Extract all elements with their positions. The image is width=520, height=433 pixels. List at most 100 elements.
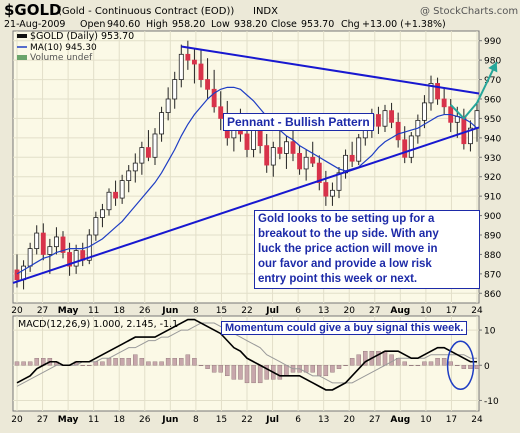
candle-body bbox=[421, 102, 427, 121]
price-tick-label: 990 bbox=[484, 37, 501, 47]
price-x-label: 22 bbox=[241, 306, 252, 316]
price-x-label: 17 bbox=[446, 306, 457, 316]
macd-x-label: 10 bbox=[420, 415, 432, 425]
candle-body bbox=[99, 209, 105, 218]
macd-x-label: 20 bbox=[11, 415, 23, 425]
price-tick-label: 890 bbox=[484, 232, 501, 242]
macd-x-label: 8 bbox=[193, 415, 199, 425]
macd-x-label: Jun bbox=[161, 415, 178, 425]
histogram-bar bbox=[198, 365, 204, 366]
candle-body bbox=[297, 152, 303, 170]
price-x-label: Aug bbox=[390, 306, 410, 316]
histogram-bar bbox=[218, 365, 223, 373]
price-tick-label: 920 bbox=[484, 173, 501, 183]
close-label: Close bbox=[271, 19, 297, 30]
histogram-bar bbox=[244, 365, 250, 384]
macd-x-label: 27 bbox=[37, 415, 48, 425]
legend-price-swatch bbox=[17, 34, 27, 38]
histogram-bar bbox=[231, 365, 237, 380]
symbol-title: $GOLD bbox=[4, 1, 62, 19]
exchange-label: INDX bbox=[253, 6, 278, 17]
candle-body bbox=[145, 147, 151, 158]
histogram-bar bbox=[87, 365, 92, 366]
open-label: Open bbox=[80, 19, 105, 30]
legend-volume-swatch bbox=[17, 55, 27, 60]
candle-body bbox=[198, 63, 204, 80]
price-x-label: 18 bbox=[113, 306, 125, 316]
histogram-bar bbox=[343, 365, 348, 366]
histogram-bar bbox=[422, 361, 427, 366]
price-legend: $GOLD (Daily) 953.70 MA(10) 945.30 Volum… bbox=[17, 31, 134, 63]
low-label: Low bbox=[211, 19, 230, 30]
momentum-highlight-circle bbox=[446, 340, 475, 391]
histogram-bar bbox=[474, 365, 480, 369]
histogram-bar bbox=[126, 358, 131, 366]
price-tick-label: 930 bbox=[484, 154, 501, 164]
histogram-bar bbox=[428, 361, 434, 366]
close-value: 953.70 bbox=[301, 19, 334, 30]
histogram-bar bbox=[34, 358, 39, 366]
macd-tick-label: 10 bbox=[484, 327, 496, 337]
histogram-bar bbox=[133, 354, 138, 366]
candle-body bbox=[474, 110, 480, 129]
candle-body bbox=[119, 180, 125, 199]
price-x-label: 24 bbox=[471, 306, 483, 316]
candle-body bbox=[356, 137, 362, 162]
macd-x-label: 6 bbox=[295, 415, 301, 425]
legend-volume: Volume undef bbox=[30, 53, 93, 63]
candle-body bbox=[290, 141, 296, 154]
histogram-bar bbox=[113, 358, 118, 366]
price-date-axis: 20 27 May 11 18 26 Jun 8 15 22 Jul 6 13 20 27 Aug 10 17 24 bbox=[11, 306, 483, 316]
histogram-bar bbox=[389, 354, 394, 366]
price-x-label: 13 bbox=[318, 306, 329, 316]
candle-body bbox=[47, 246, 53, 255]
candle-body bbox=[172, 79, 178, 100]
candle-body bbox=[461, 116, 467, 145]
candle-body bbox=[178, 53, 184, 80]
price-x-label: 8 bbox=[193, 306, 199, 316]
price-x-label: 6 bbox=[295, 306, 301, 316]
projection-arrowhead bbox=[488, 62, 498, 73]
macd-tick-label: 0 bbox=[484, 362, 490, 372]
price-x-label: Jul bbox=[265, 306, 279, 316]
candle-body bbox=[336, 172, 342, 191]
macd-x-label: Jul bbox=[265, 415, 279, 425]
price-axis: 860 870 880 890 900 910 920 930 940 950 960 970 980 9… bbox=[479, 37, 501, 300]
histogram-bar bbox=[21, 361, 26, 366]
candle-body bbox=[53, 236, 59, 248]
ma10-line bbox=[16, 86, 478, 275]
histogram-bar bbox=[257, 365, 263, 384]
macd-x-label: 17 bbox=[446, 415, 457, 425]
histogram-bar bbox=[211, 365, 217, 373]
histogram-bar bbox=[336, 365, 342, 369]
histogram-bar bbox=[172, 358, 177, 366]
candle-body bbox=[139, 147, 145, 164]
histogram-bar bbox=[349, 358, 355, 366]
histogram-bar bbox=[159, 361, 164, 366]
macd-x-label: 27 bbox=[369, 415, 380, 425]
histogram-bar bbox=[100, 361, 105, 366]
projection-arrow bbox=[449, 61, 498, 120]
macd-x-label: 18 bbox=[113, 415, 125, 425]
histogram-bar bbox=[264, 365, 269, 380]
histogram-bar bbox=[382, 350, 388, 366]
candle-body bbox=[40, 232, 46, 255]
histogram-bar bbox=[323, 365, 329, 377]
macd-title: MACD(12,26,9) 1.000, 2.145, -1.1 bbox=[18, 319, 178, 330]
candle-body bbox=[191, 59, 197, 65]
legend-ma: MA(10) 945.30 bbox=[30, 43, 97, 53]
candle-body bbox=[277, 147, 283, 154]
macd-tick-label: -10 bbox=[484, 397, 499, 407]
histogram-bar bbox=[238, 365, 243, 380]
candle-body bbox=[67, 252, 73, 267]
macd-line bbox=[16, 318, 477, 391]
candle-body bbox=[435, 83, 441, 100]
histogram-bar bbox=[251, 365, 256, 384]
histogram-bar bbox=[376, 350, 381, 366]
histogram-bar bbox=[192, 358, 197, 366]
price-tick-label: 900 bbox=[484, 212, 501, 222]
candle-body bbox=[251, 127, 257, 150]
pennant-label: Pennant - Bullish Pattern bbox=[223, 113, 374, 131]
candle-body bbox=[93, 217, 99, 236]
